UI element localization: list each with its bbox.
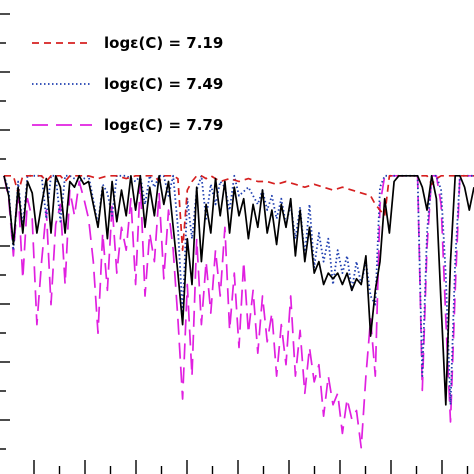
- legend: logε(C) = 7.19 logε(C) = 7.49 logε(C) = 7.…: [32, 34, 223, 134]
- legend-label-0: logε(C) = 7.19: [104, 34, 223, 52]
- legend-label-1: logε(C) = 7.49: [104, 75, 223, 93]
- series-line-2: [3, 174, 474, 449]
- axes: [0, 13, 469, 474]
- legend-label-2: logε(C) = 7.79: [104, 116, 223, 134]
- series-line-1: [3, 174, 474, 406]
- series-lines: [3, 174, 474, 449]
- series-line-3: [3, 174, 474, 406]
